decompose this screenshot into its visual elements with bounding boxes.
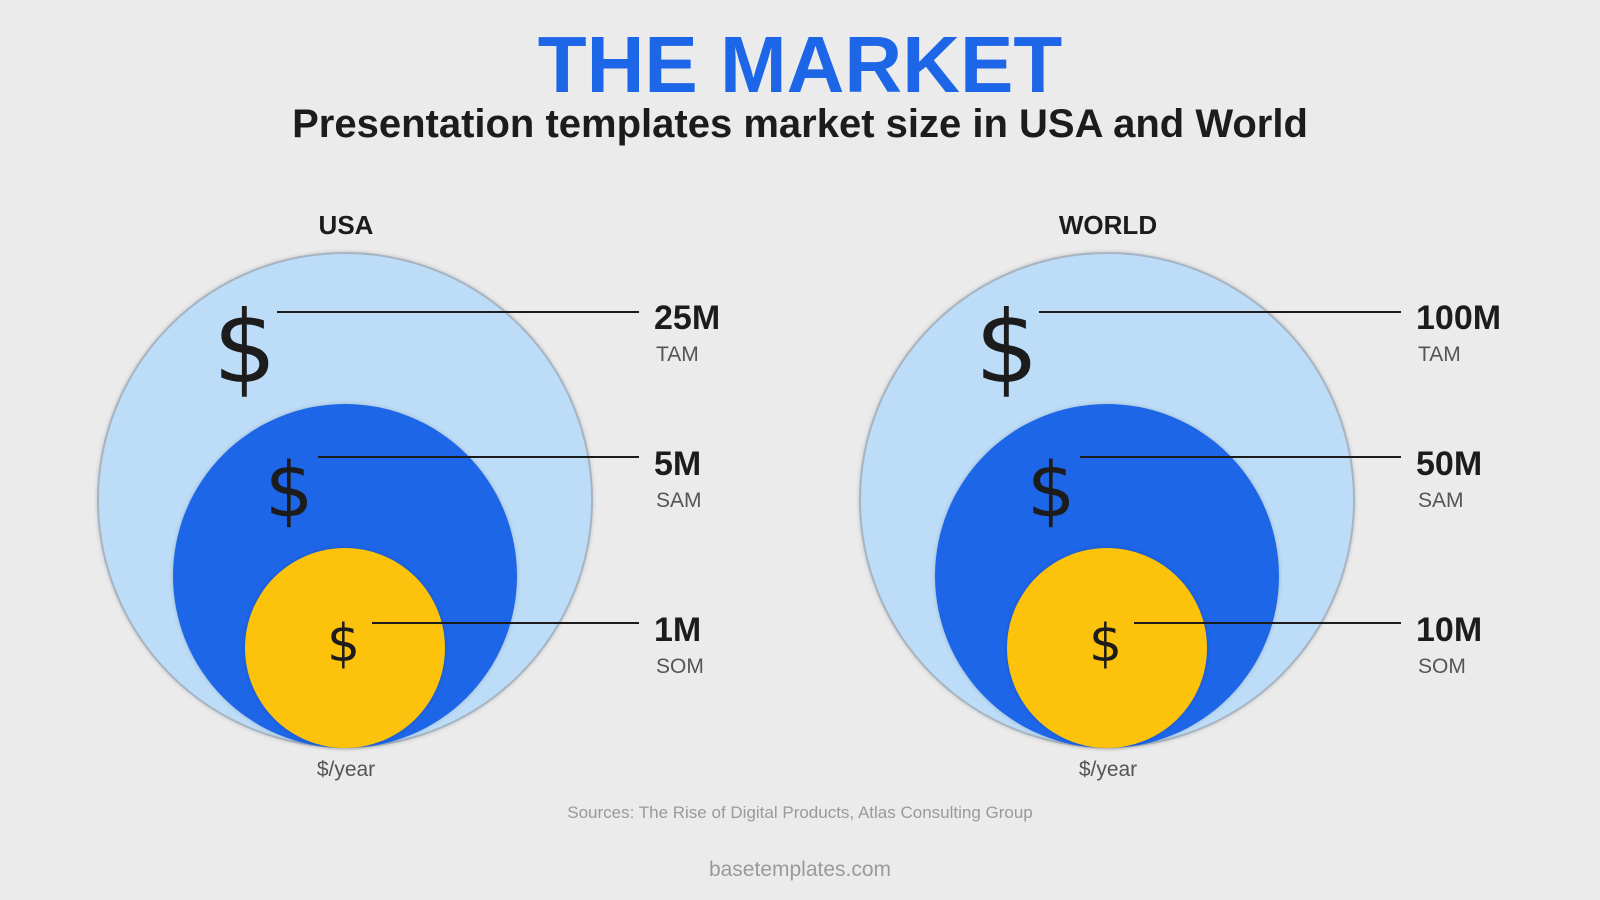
region-label: USA — [318, 210, 374, 240]
som-dollar-icon: $ — [1089, 614, 1123, 674]
som-label: SOM — [656, 655, 704, 678]
world-market-panel: WORLD $ $ $ 100M TAM 50M SAM 10M SOM $/y… — [762, 200, 1522, 800]
som-leader-line — [372, 622, 639, 624]
tam-leader-line — [277, 311, 639, 313]
tam-dollar-icon: $ — [213, 289, 277, 406]
usa-market-panel: USA $ $ $ 25M TAM 5M SAM 1M SOM $/year — [0, 200, 760, 800]
som-leader-line — [1134, 622, 1401, 624]
sam-dollar-icon: $ — [1027, 445, 1076, 534]
sam-value: 50M — [1416, 445, 1483, 483]
tam-label: TAM — [656, 343, 699, 366]
tam-leader-line — [1039, 311, 1401, 313]
unit-label: $/year — [1078, 758, 1138, 781]
som-value: 10M — [1416, 611, 1483, 649]
tam-label: TAM — [1418, 343, 1461, 366]
region-label: WORLD — [1058, 210, 1158, 240]
som-circle — [1007, 548, 1207, 748]
unit-label: $/year — [316, 758, 376, 781]
sam-leader-line — [1080, 456, 1401, 458]
tam-value: 25M — [654, 299, 721, 337]
page-subtitle: Presentation templates market size in US… — [292, 102, 1308, 146]
sam-dollar-icon: $ — [265, 445, 314, 534]
page-title: THE MARKET — [537, 20, 1063, 109]
sam-label: SAM — [1418, 489, 1464, 512]
som-value: 1M — [654, 611, 702, 649]
sam-leader-line — [318, 456, 639, 458]
sources-note: Sources: The Rise of Digital Products, A… — [567, 803, 1033, 822]
som-circle — [245, 548, 445, 748]
sam-label: SAM — [656, 489, 702, 512]
som-dollar-icon: $ — [327, 614, 361, 674]
sam-value: 5M — [654, 445, 702, 483]
som-label: SOM — [1418, 655, 1466, 678]
footer-website: basetemplates.com — [708, 858, 892, 881]
tam-dollar-icon: $ — [975, 289, 1039, 406]
tam-value: 100M — [1416, 299, 1502, 337]
